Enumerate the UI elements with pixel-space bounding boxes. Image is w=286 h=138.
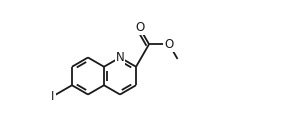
- Text: I: I: [51, 90, 55, 103]
- Text: O: O: [135, 21, 144, 34]
- Text: N: N: [116, 51, 124, 64]
- Text: O: O: [164, 38, 174, 51]
